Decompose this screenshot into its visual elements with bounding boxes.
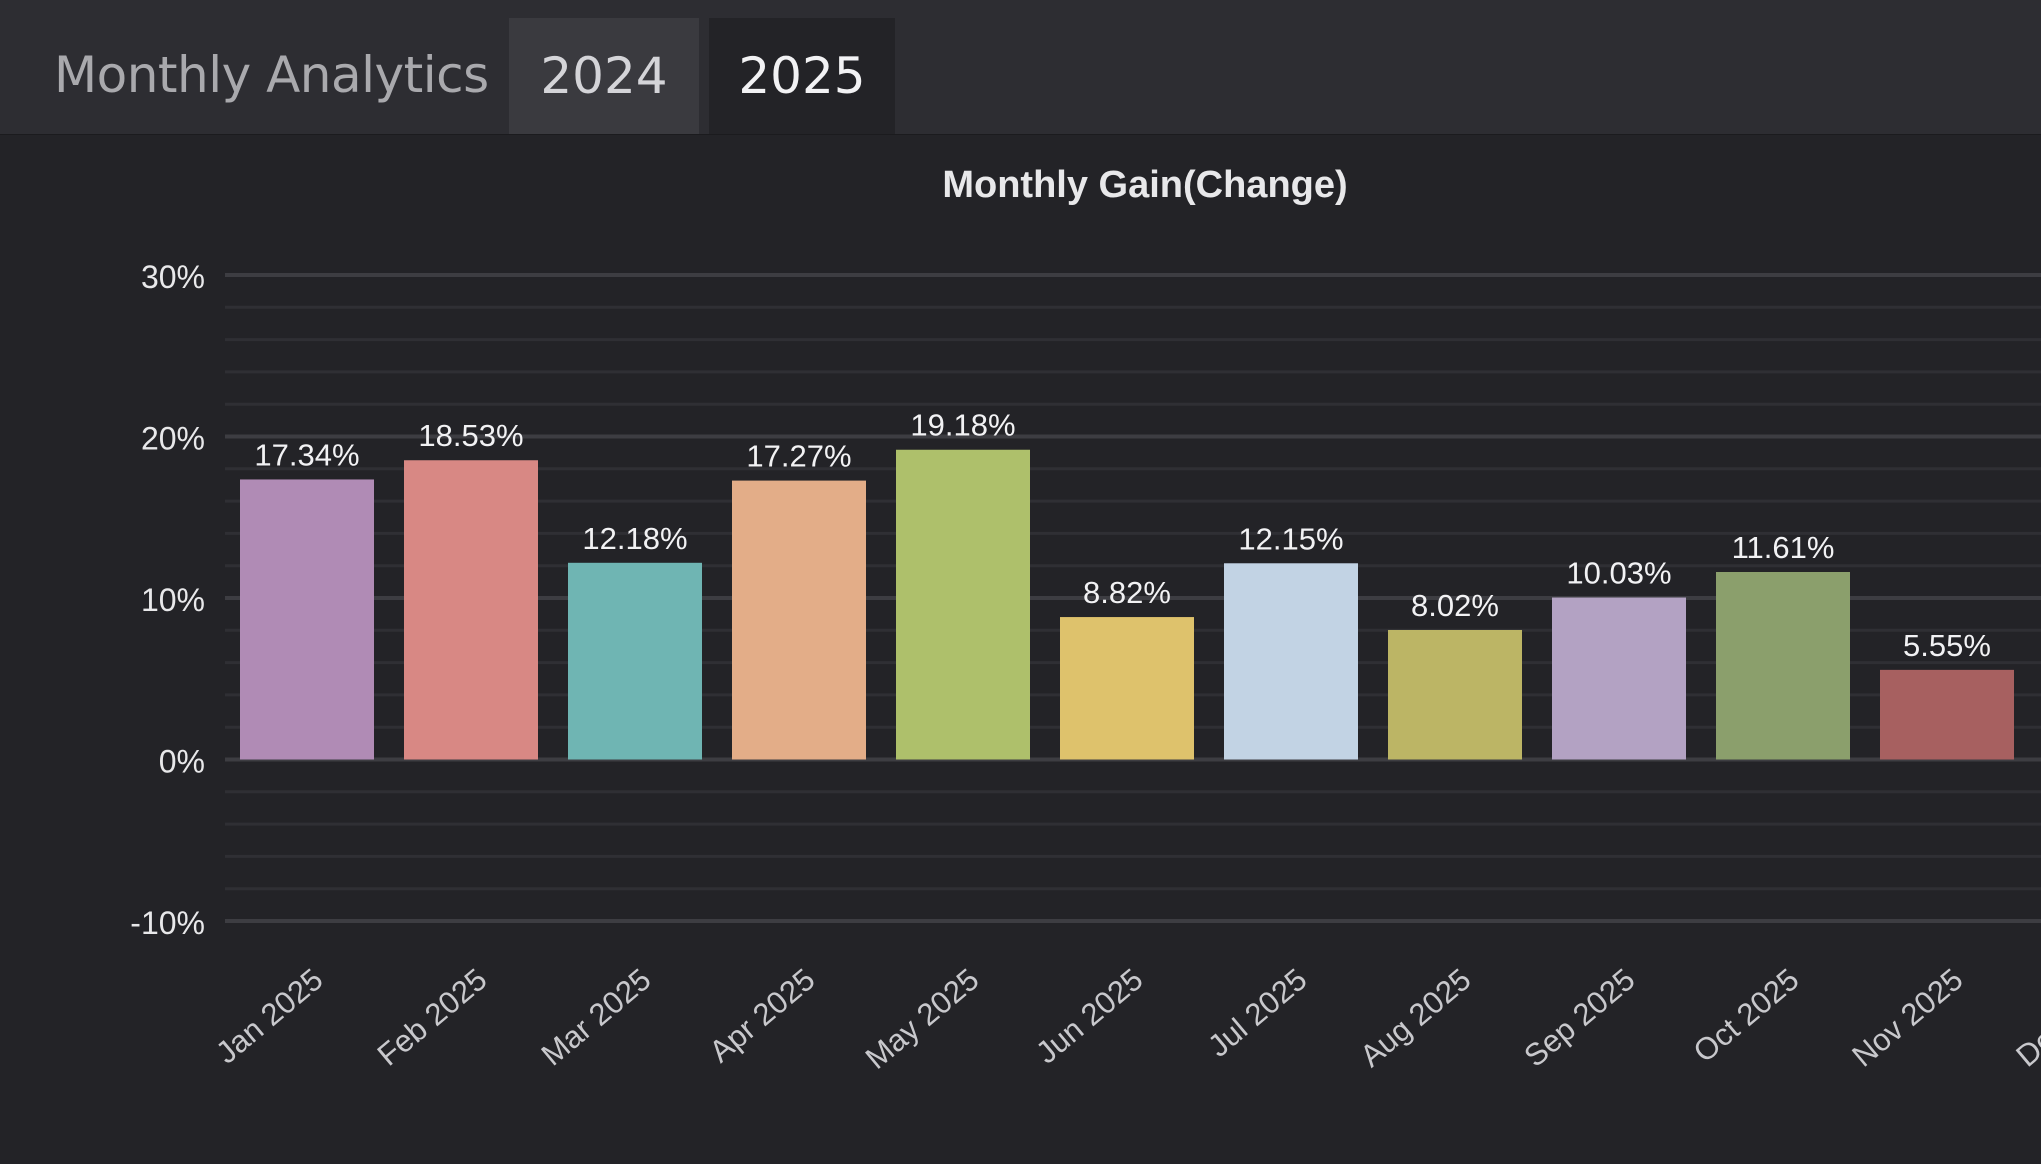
bar-aug-2025[interactable] [1388,629,1522,760]
data-labels: 17.34% 18.53% 12.18% 17.27% 19.18% 8.82% 12.15… [254,408,1991,663]
y-tick-label: 0% [159,744,205,780]
x-tick-label: Dec 2025 [2009,962,2041,1074]
y-tick-label: -10% [130,905,205,941]
bar-mar-2025[interactable] [568,562,702,760]
data-label: 19.18% [910,408,1015,443]
bar-apr-2025[interactable] [732,480,866,760]
bar-may-2025[interactable] [896,449,1030,760]
y-axis-ticks: 30% 20% 10% 0% -10% [130,259,205,941]
bar-jun-2025[interactable] [1060,617,1194,760]
monthly-gain-chart: Monthly Gain(Change) 30% 20% 10% 0% -10% 17.… [130,164,2041,1076]
tab-2025[interactable]: 2025 [709,18,895,134]
bar-feb-2025[interactable] [404,460,538,760]
data-label: 11.61% [1732,530,1835,565]
data-label: 18.53% [418,418,523,453]
x-tick-label: Mar 2025 [535,962,658,1073]
bar-jan-2025[interactable] [240,479,374,760]
x-tick-label: Nov 2025 [1845,962,1969,1074]
y-tick-label: 20% [141,421,205,457]
x-axis-ticks: Jan 2025 Feb 2025 Mar 2025 Apr 2025 May 2025… [209,962,2041,1076]
data-label: 8.02% [1411,588,1499,623]
x-tick-label: Jan 2025 [209,962,329,1071]
y-tick-label: 10% [141,582,205,618]
chart-area: Monthly Gain(Change) 30% 20% 10% 0% -10% 17.… [0,135,2041,1159]
data-label: 12.18% [582,521,687,556]
data-label: 5.55% [1903,628,1991,663]
x-tick-label: Sep 2025 [1517,962,1641,1074]
bars [240,449,2014,760]
x-tick-label: Apr 2025 [703,962,822,1070]
data-label: 12.15% [1238,521,1343,556]
data-label: 17.34% [254,437,359,472]
bar-sep-2025[interactable] [1552,597,1686,760]
tab-2024[interactable]: 2024 [509,18,699,134]
bar-oct-2025[interactable] [1716,571,1850,760]
app-title: Monthly Analytics [54,46,489,104]
header-bar: Monthly Analytics 2024 2025 [0,0,2041,135]
x-tick-label: Jul 2025 [1201,962,1313,1064]
x-tick-label: Jun 2025 [1029,962,1149,1071]
data-label: 17.27% [746,439,851,474]
x-tick-label: Aug 2025 [1353,962,1477,1074]
chart-title: Monthly Gain(Change) [942,164,1347,206]
x-tick-label: May 2025 [859,962,986,1076]
x-tick-label: Oct 2025 [1687,962,1806,1070]
data-label: 10.03% [1566,556,1671,591]
bar-jul-2025[interactable] [1224,563,1358,760]
data-label: 8.82% [1083,575,1171,610]
y-tick-label: 30% [141,259,205,295]
bar-nov-2025[interactable] [1880,669,2014,760]
x-tick-label: Feb 2025 [371,962,494,1073]
